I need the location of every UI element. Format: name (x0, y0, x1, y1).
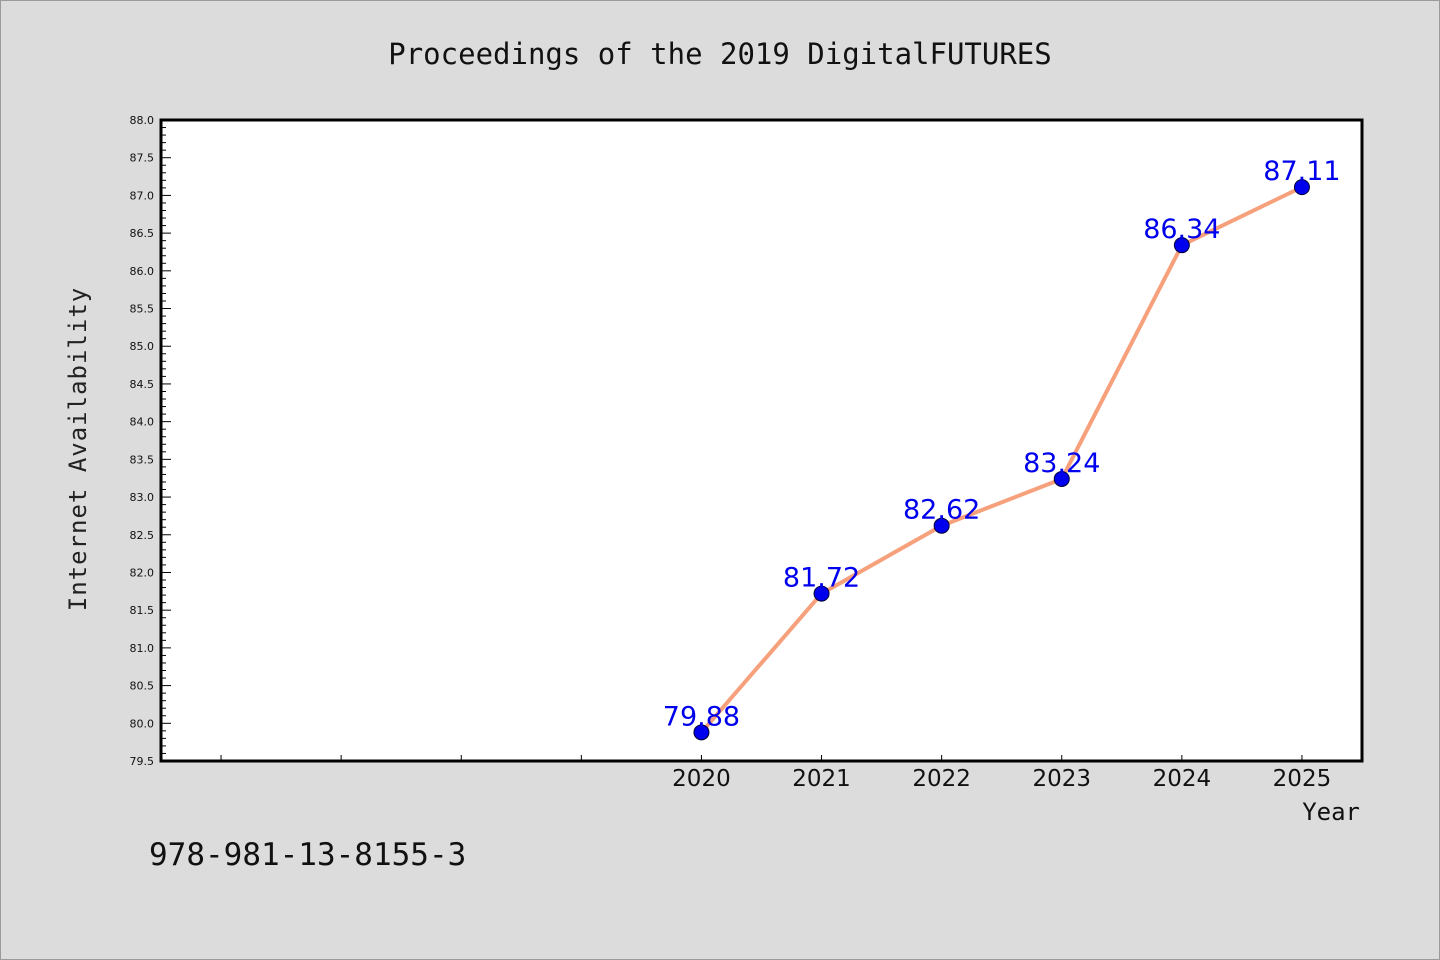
x-tick-label: 2021 (792, 766, 851, 792)
y-tick-label: 82.0 (130, 566, 155, 579)
series-layer (693, 179, 1310, 741)
data-label: 81.72 (783, 563, 860, 594)
isbn-text: 978-981-13-8155-3 (149, 837, 466, 873)
data-label: 82.62 (903, 495, 980, 526)
y-tick-label: 86.0 (130, 265, 155, 278)
y-tick-label: 83.0 (130, 491, 155, 504)
x-tick-label: 2025 (1273, 766, 1332, 792)
y-axis-label: Internet Availability (64, 287, 92, 611)
data-label: 87.11 (1263, 156, 1340, 187)
y-tick-label: 84.0 (130, 416, 155, 429)
y-tick-label: 80.5 (130, 680, 155, 693)
axes: 79.5 80.0 80.5 81.0 81.5 82.0 82.5 83.0 83.5 84.0… (130, 114, 1332, 792)
y-tick-label: 88.0 (130, 114, 155, 127)
y-tick-label: 82.5 (130, 529, 155, 542)
y-tick-label: 84.5 (130, 378, 155, 391)
y-tick-label: 87.5 (130, 152, 155, 165)
x-axis-label: Year (1302, 798, 1360, 826)
x-tick-label: 2023 (1032, 766, 1091, 792)
data-point (693, 724, 710, 741)
data-point (813, 585, 830, 602)
data-labels: 79.88 81.72 82.62 83.24 86.34 87.11 (663, 156, 1341, 732)
y-tick-label: 81.0 (130, 642, 155, 655)
data-label: 79.88 (663, 701, 740, 732)
data-label: 83.24 (1023, 448, 1100, 479)
y-tick-label: 81.5 (130, 604, 155, 617)
data-point (1173, 237, 1190, 254)
y-tick-label: 86.5 (130, 227, 155, 240)
plot-frame (159, 118, 1364, 763)
data-point (1053, 470, 1070, 487)
x-tick-label: 2022 (912, 766, 971, 792)
series-line (699, 185, 1304, 735)
x-tick-label: 2020 (672, 766, 731, 792)
data-point (1293, 179, 1310, 196)
data-point (933, 517, 950, 534)
chart-title: Proceedings of the 2019 DigitalFUTURES (388, 37, 1051, 71)
y-tick-label: 80.0 (130, 717, 155, 730)
data-label: 86.34 (1143, 214, 1220, 245)
y-tick-label: 87.0 (130, 189, 155, 202)
y-tick-label: 79.5 (130, 755, 155, 768)
y-tick-label: 83.5 (130, 453, 155, 466)
y-tick-label: 85.5 (130, 303, 155, 316)
plot-area (161, 120, 1362, 761)
y-tick-label: 85.0 (130, 340, 155, 353)
x-tick-label: 2024 (1153, 766, 1212, 792)
